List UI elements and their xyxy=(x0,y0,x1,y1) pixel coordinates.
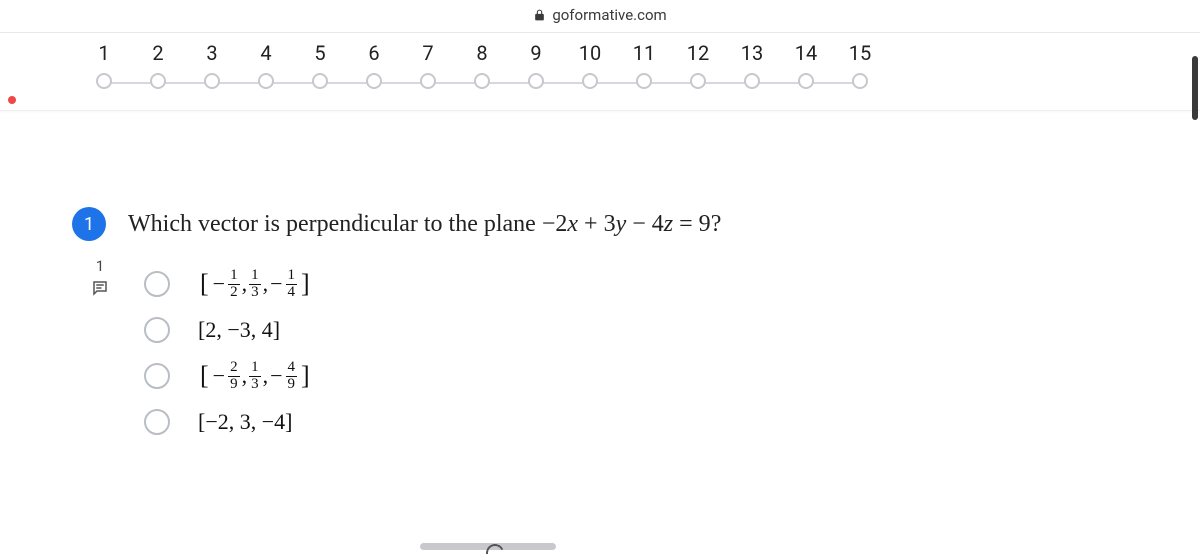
answer-option[interactable]: [−2, 3, −4] xyxy=(144,399,1200,445)
nav-question-number: 5 xyxy=(308,41,332,69)
prompt-equation: −2x + 3y − 4z = 9 xyxy=(542,211,711,237)
nav-status-circle-icon xyxy=(474,73,490,89)
question-block: 1 Which vector is perpendicular to the p… xyxy=(72,207,1200,445)
comment-icon[interactable] xyxy=(86,279,114,297)
nav-question-6[interactable]: 6 xyxy=(362,41,386,89)
option-math: [2, −3, 4] xyxy=(198,317,280,343)
nav-status-circle-icon xyxy=(150,73,166,89)
address-domain: goformative.com xyxy=(552,6,666,24)
nav-question-1[interactable]: 1 xyxy=(92,41,116,89)
radio-button[interactable] xyxy=(144,271,170,297)
nav-status-circle-icon xyxy=(528,73,544,89)
address-bar: goformative.com xyxy=(0,0,1200,32)
nav-question-number: 2 xyxy=(146,41,170,69)
nav-status-circle-icon xyxy=(744,73,760,89)
option-math: [−12, 13, −14] xyxy=(198,268,312,301)
prompt-prefix: Which vector is perpendicular to the pla… xyxy=(128,211,542,237)
option-math: [−29, 13, −49] xyxy=(198,360,312,393)
question-number: 1 xyxy=(84,214,94,235)
question-prompt: Which vector is perpendicular to the pla… xyxy=(128,207,1200,241)
nav-question-4[interactable]: 4 xyxy=(254,41,278,89)
answer-option[interactable]: [2, −3, 4] xyxy=(144,307,1200,353)
nav-status-circle-icon xyxy=(204,73,220,89)
nav-question-number: 3 xyxy=(200,41,224,69)
question-number-badge: 1 xyxy=(72,207,106,241)
nav-question-number: 8 xyxy=(470,41,494,69)
nav-question-8[interactable]: 8 xyxy=(470,41,494,89)
nav-question-number: 4 xyxy=(254,41,278,69)
radio-button[interactable] xyxy=(144,409,170,435)
nav-status-circle-icon xyxy=(582,73,598,89)
alert-dot-icon xyxy=(8,96,16,104)
nav-question-number: 13 xyxy=(740,41,764,69)
nav-status-circle-icon xyxy=(96,73,112,89)
points-column: 1 xyxy=(86,257,114,297)
nav-question-2[interactable]: 2 xyxy=(146,41,170,89)
answer-option[interactable]: [−12, 13, −14] xyxy=(144,261,1200,307)
nav-status-circle-icon xyxy=(366,73,382,89)
scrollbar-handle[interactable] xyxy=(1192,56,1198,120)
radio-button[interactable] xyxy=(144,363,170,389)
nav-status-circle-icon xyxy=(852,73,868,89)
nav-question-7[interactable]: 7 xyxy=(416,41,440,89)
nav-status-circle-icon xyxy=(258,73,274,89)
question-nav-strip: 123456789101112131415 xyxy=(0,33,1200,111)
nav-question-9[interactable]: 9 xyxy=(524,41,548,89)
nav-question-number: 1 xyxy=(92,41,116,69)
nav-question-12[interactable]: 12 xyxy=(686,41,710,89)
nav-status-circle-icon xyxy=(312,73,328,89)
nav-question-10[interactable]: 10 xyxy=(578,41,602,89)
nav-status-circle-icon xyxy=(636,73,652,89)
prompt-suffix: ? xyxy=(711,211,722,237)
nav-question-number: 7 xyxy=(416,41,440,69)
answer-option[interactable]: [−29, 13, −49] xyxy=(144,353,1200,399)
answer-options: [−12, 13, −14] [2, −3, 4] [−29, 13, −49] [−… xyxy=(144,261,1200,445)
nav-question-11[interactable]: 11 xyxy=(632,41,656,89)
points-value: 1 xyxy=(86,257,114,275)
nav-status-circle-icon xyxy=(798,73,814,89)
nav-question-number: 12 xyxy=(686,41,710,69)
radio-button[interactable] xyxy=(144,317,170,343)
nav-question-number: 6 xyxy=(362,41,386,69)
nav-question-14[interactable]: 14 xyxy=(794,41,818,89)
nav-question-15[interactable]: 15 xyxy=(848,41,872,89)
nav-question-5[interactable]: 5 xyxy=(308,41,332,89)
nav-question-3[interactable]: 3 xyxy=(200,41,224,89)
nav-status-circle-icon xyxy=(420,73,436,89)
nav-question-number: 11 xyxy=(632,41,656,69)
nav-question-13[interactable]: 13 xyxy=(740,41,764,89)
lock-icon xyxy=(533,8,546,22)
nav-question-number: 14 xyxy=(794,41,818,69)
nav-question-number: 9 xyxy=(524,41,548,69)
option-math: [−2, 3, −4] xyxy=(198,409,292,435)
nav-status-circle-icon xyxy=(690,73,706,89)
nav-question-number: 15 xyxy=(848,41,872,69)
nav-question-number: 10 xyxy=(578,41,602,69)
